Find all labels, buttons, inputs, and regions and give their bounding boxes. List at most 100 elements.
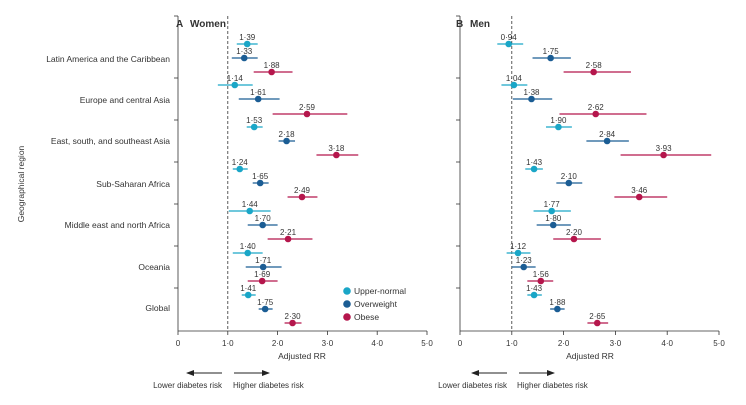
point-estimate	[256, 179, 264, 187]
point-estimate	[298, 193, 306, 201]
point-estimate	[570, 235, 578, 243]
value-label: 1·41	[240, 284, 257, 293]
value-label: 1·43	[526, 158, 543, 167]
value-label: 1·24	[232, 158, 249, 167]
region-label: Europe and central Asia	[80, 95, 171, 105]
y-ticks	[174, 15, 178, 289]
value-label: 2·59	[299, 103, 316, 112]
point-estimate	[289, 319, 296, 327]
point-estimate	[547, 54, 554, 62]
value-label: 1·04	[506, 74, 523, 83]
higher-risk-label: Higher diabetes risk	[517, 381, 589, 390]
point-estimate	[259, 263, 267, 271]
point-estimate	[268, 68, 275, 76]
value-label: 1·12	[510, 242, 527, 251]
value-label: 1·69	[254, 270, 271, 279]
point-estimate	[231, 81, 239, 89]
value-label: 1·23	[516, 256, 533, 265]
point-estimate	[660, 151, 667, 159]
point-estimate	[593, 319, 601, 327]
x-tick-label: 5·0	[713, 339, 725, 348]
lower-risk-label: Lower diabetes risk	[438, 381, 508, 390]
forest-marks: 1·39 1·14 1·53 1·24 1·44 1·40 1·41 1·33 1·61 2·18…	[217, 33, 359, 327]
x-tick-label: 1·0	[222, 339, 234, 348]
value-label: 1·80	[545, 214, 562, 223]
x-tick-label: 2·0	[558, 339, 570, 348]
value-label: 2·58	[586, 61, 603, 70]
value-label: 1·39	[239, 33, 256, 42]
value-label: 2·84	[599, 130, 616, 139]
y-ticks	[456, 15, 460, 289]
value-label: 1·61	[250, 88, 267, 97]
value-label: 2·62	[588, 103, 605, 112]
value-label: 1·75	[543, 47, 560, 56]
region-label: Middle east and north Africa	[65, 220, 171, 230]
region-label: Sub-Saharan Africa	[96, 179, 170, 189]
point-estimate	[258, 277, 266, 285]
x-axis-label: Adjusted RR	[566, 351, 614, 361]
x-ticks: 0 1·0 2·0 3·0 4·0 5·0	[458, 331, 725, 348]
point-estimate	[592, 110, 600, 118]
value-label: 1·77	[544, 200, 561, 209]
x-tick-label: 1·0	[506, 339, 518, 348]
point-estimate	[505, 40, 512, 48]
value-label: 2·20	[566, 228, 583, 237]
region-label: Oceania	[138, 262, 170, 272]
panel-title: Women	[190, 19, 226, 30]
x-ticks: 0 1·0 2·0 3·0 4·0 5·0	[176, 331, 433, 348]
point-estimate	[284, 235, 292, 243]
x-axis-label: Adjusted RR	[278, 351, 326, 361]
value-label: 2·30	[285, 312, 302, 321]
value-label: 1·90	[550, 116, 567, 125]
legend-swatch-obese	[343, 313, 351, 321]
point-estimate	[261, 305, 269, 313]
region-label: East, south, and southeast Asia	[51, 136, 170, 146]
value-label: 1·43	[526, 284, 543, 293]
value-label: 2·21	[280, 228, 297, 237]
point-estimate	[243, 40, 251, 48]
value-label: 1·40	[240, 242, 257, 251]
point-estimate	[530, 165, 538, 173]
point-estimate	[548, 207, 555, 215]
legend-swatch-upper-normal	[343, 287, 351, 295]
value-label: 3·18	[328, 144, 345, 153]
x-tick-label: 3·0	[610, 339, 622, 348]
point-estimate	[565, 179, 573, 187]
point-estimate	[603, 137, 611, 145]
higher-risk-label: Higher diabetes risk	[233, 381, 305, 390]
x-tick-label: 2·0	[272, 339, 284, 348]
y-axis-label: Geographical region	[16, 145, 26, 222]
value-label: 0·94	[501, 33, 518, 42]
x-tick-label: 4·0	[371, 339, 383, 348]
region-label: Global	[145, 303, 170, 313]
point-estimate	[244, 291, 252, 299]
point-estimate	[283, 137, 290, 145]
panel-letter: A	[176, 19, 183, 30]
point-estimate	[590, 68, 597, 76]
point-estimate	[520, 263, 528, 271]
point-estimate	[635, 193, 643, 201]
value-label: 1·33	[236, 47, 253, 56]
value-label: 1·44	[242, 200, 259, 209]
value-label: 1·14	[227, 74, 244, 83]
point-estimate	[333, 151, 340, 159]
region-labels: Latin America and the Caribbean Europe a…	[46, 54, 170, 313]
value-label: 1·71	[255, 256, 272, 265]
point-estimate	[236, 165, 244, 173]
value-label: 3·93	[656, 144, 673, 153]
point-estimate	[244, 249, 252, 257]
value-label: 1·53	[246, 116, 263, 125]
value-label: 3·46	[631, 186, 648, 195]
legend-swatch-overweight	[343, 300, 351, 308]
value-label: 2·65	[589, 312, 606, 321]
point-estimate	[555, 123, 562, 131]
point-estimate	[259, 221, 266, 229]
point-estimate	[303, 110, 311, 118]
value-label: 2·18	[279, 130, 296, 139]
point-estimate	[549, 221, 557, 229]
value-label: 1·88	[264, 61, 281, 70]
value-label: 2·10	[561, 172, 578, 181]
value-label: 1·70	[255, 214, 272, 223]
legend-label: Obese	[354, 312, 379, 322]
legend-label: Overweight	[354, 299, 398, 309]
